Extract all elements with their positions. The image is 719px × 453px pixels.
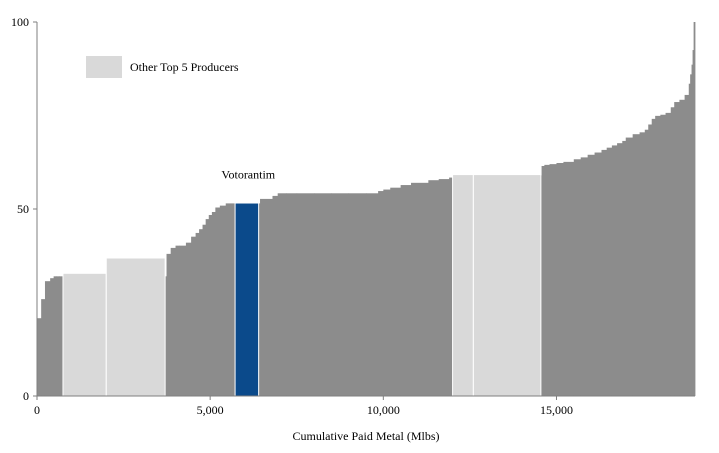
cost-bar-other: [674, 102, 680, 396]
cost-bar-other: [693, 22, 696, 396]
cost-bar-other: [556, 163, 564, 396]
cost-bar-other: [56, 276, 60, 396]
cost-bar-other: [601, 149, 608, 396]
cost-bar-other: [390, 187, 402, 396]
top5-producers-series: [62, 174, 542, 397]
cost-bar-other: [286, 193, 298, 396]
cost-bar-other: [331, 193, 350, 396]
legend-label: Other Top 5 Producers: [130, 60, 239, 74]
cost-bar-other: [41, 299, 46, 396]
cost-bar-other: [594, 152, 602, 396]
y-tick-label: 50: [17, 202, 29, 216]
cost-bar-other: [400, 185, 412, 396]
cost-bar-other: [50, 278, 55, 396]
cost-bar-other: [215, 207, 221, 396]
cost-bar-other: [606, 147, 613, 396]
x-tick-label: 5,000: [197, 403, 224, 417]
cost-bar-other: [44, 281, 51, 396]
legend: Other Top 5 Producers: [86, 56, 239, 78]
cost-bar-other: [211, 211, 216, 396]
cost-bar-other: [37, 318, 42, 396]
cost-bar-other: [563, 161, 575, 396]
cost-bar-top5: [452, 174, 474, 397]
y-tick-label: 100: [11, 15, 29, 29]
cost-bar-other: [383, 189, 391, 396]
cost-bar-other: [191, 236, 197, 396]
legend-swatch: [86, 56, 122, 78]
cost-bar-other: [573, 159, 582, 396]
cost-bar-other: [665, 112, 672, 396]
cost-bar-other: [611, 145, 618, 396]
cost-bar-other: [660, 114, 666, 396]
cost-bar-other: [314, 193, 332, 396]
cost-bar-other: [580, 157, 589, 396]
cost-bar-other: [692, 50, 695, 397]
cost-bar-other: [260, 198, 273, 396]
cost-bar-other: [170, 247, 176, 396]
x-tick-label: 15,000: [540, 403, 573, 417]
highlight-series: [234, 202, 260, 397]
cost-bar-other: [277, 193, 287, 396]
cost-bar-other: [185, 242, 192, 396]
cost-bar-other: [205, 219, 210, 396]
cost-bar-other: [166, 253, 172, 396]
cost-bar-other: [639, 132, 646, 396]
cost-bar-other: [175, 245, 180, 396]
cost-bar-other: [617, 143, 623, 396]
cost-bar-other: [541, 165, 545, 396]
cost-bar-other: [195, 232, 200, 396]
x-tick-label: 0: [34, 403, 40, 417]
cost-bar-other: [428, 180, 440, 396]
cost-bar-other: [272, 195, 279, 396]
cost-bar-other: [688, 83, 691, 397]
cost-bar-top5: [105, 257, 166, 397]
cost-bar-other: [178, 245, 187, 396]
cost-bar-other: [296, 193, 315, 396]
cost-bar-other: [655, 115, 661, 397]
cost-bar-other: [622, 140, 627, 396]
cost-bar-other: [651, 118, 656, 397]
cost-bar-other: [679, 99, 686, 396]
cost-bar-other: [625, 137, 634, 396]
cost-bar-other: [366, 193, 379, 396]
cost-bar-top5: [62, 272, 107, 397]
x-axis-title: Cumulative Paid Metal (Mlbs): [293, 429, 440, 443]
cost-bar-top5: [472, 174, 542, 397]
y-tick-label: 0: [23, 389, 29, 403]
cost-bar-other: [549, 164, 557, 396]
cost-bar-other: [544, 164, 550, 396]
cost-bar-other: [411, 182, 429, 396]
cost-bar-other: [53, 276, 57, 396]
cost-bar-other: [648, 124, 653, 396]
annotations: Votorantim: [221, 167, 275, 181]
cost-bar-other: [199, 229, 203, 396]
cost-bar-other: [632, 134, 640, 396]
cost-bar-other: [644, 129, 649, 396]
cost-bar-other: [219, 205, 227, 396]
cost-bar-other: [684, 94, 690, 397]
cost-bar-other: [202, 224, 207, 396]
cost-bar-other: [348, 193, 367, 396]
cost-bar-other: [670, 107, 675, 397]
cost-bar-other: [691, 64, 693, 396]
cost-bar-other: [587, 154, 595, 396]
axes: [33, 21, 695, 400]
annotation-label: Votorantim: [221, 167, 275, 181]
x-tick-label: 10,000: [367, 403, 400, 417]
cost-bar-other: [690, 74, 692, 397]
cost-bar-highlight: [234, 202, 260, 397]
cost-bar-other: [378, 191, 384, 396]
tick-labels: 0 50 100 0 5,000 10,000 15,000: [11, 15, 573, 417]
cost-bar-other: [208, 214, 213, 396]
cost-bar-other: [438, 179, 450, 396]
